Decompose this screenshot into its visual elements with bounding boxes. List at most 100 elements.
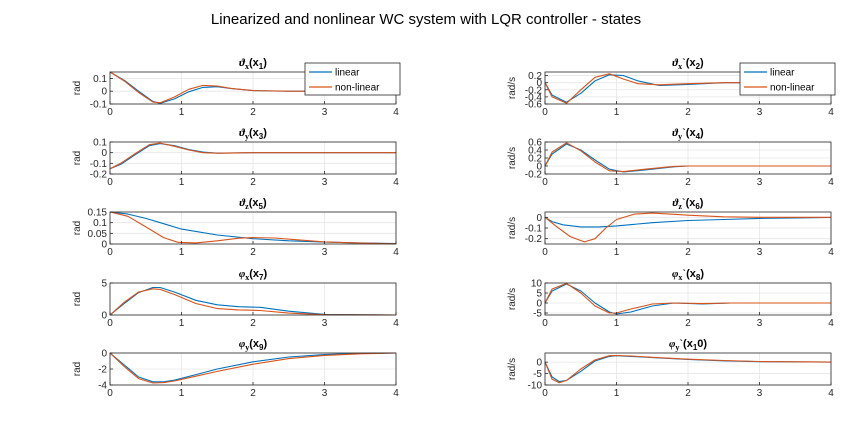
x-tick-label: 2 — [250, 247, 256, 258]
series-line-non-linear — [544, 142, 831, 173]
x-tick-label: 1 — [614, 107, 620, 118]
x-tick-label: 2 — [685, 388, 691, 399]
legend-box — [739, 62, 836, 96]
y-tick-label: 0 — [101, 240, 107, 251]
x-tick-label: 3 — [757, 247, 763, 258]
x-tick-label: 0 — [107, 318, 113, 329]
x-tick-label: 0 — [542, 177, 548, 188]
y-axis-label: rad — [72, 221, 83, 235]
y-tick-label: 0 — [101, 87, 107, 98]
x-tick-label: 0 — [107, 107, 113, 118]
x-tick-label: 2 — [250, 177, 256, 188]
y-axis-label: rad — [72, 81, 83, 95]
series-line-non-linear — [544, 212, 831, 243]
x-tick-label: 0 — [107, 247, 113, 258]
x-tick-label: 1 — [614, 177, 620, 188]
y-tick-label: 0.2 — [528, 71, 542, 82]
legend: linear non-linear — [739, 62, 836, 96]
x-tick-label: 4 — [393, 388, 399, 399]
y-tick-label: 5 — [101, 279, 107, 290]
y-tick-label: 0 — [101, 148, 107, 159]
y-tick-label: -2 — [98, 365, 107, 376]
x-tick-label: 3 — [757, 177, 763, 188]
y-tick-label: 0 — [536, 358, 542, 369]
y-tick-label: 10 — [531, 279, 543, 290]
subplot-title: φx`(x8) — [672, 268, 704, 282]
x-tick-label: 0 — [107, 388, 113, 399]
y-tick-label: 0 — [101, 311, 107, 322]
y-axis-label: rad/s — [507, 288, 518, 310]
x-tick-label: 2 — [685, 107, 691, 118]
x-tick-label: 0 — [542, 318, 548, 329]
y-tick-label: -5 — [533, 369, 542, 380]
y-axis-label: rad/s — [507, 77, 518, 99]
x-tick-label: 1 — [614, 247, 620, 258]
y-axis-label: rad/s — [507, 358, 518, 380]
y-axis-label: rad — [72, 151, 83, 165]
y-tick-label: 0.05 — [88, 229, 108, 240]
y-tick-label: -0.2 — [525, 170, 543, 181]
subplot-10: 0 1 2 3 4 -10-50 rad/s φy`(x10) — [507, 338, 834, 399]
y-tick-label: 5 — [536, 289, 542, 300]
x-tick-label: 1 — [614, 388, 620, 399]
y-tick-label: 0.4 — [528, 146, 542, 157]
x-tick-label: 0 — [542, 247, 548, 258]
y-tick-label: -4 — [98, 381, 107, 392]
subplot-2: 0 1 2 3 4-0.6-0.4-0.200.2rad/sϑx`(x2)linearn… — [507, 57, 836, 118]
x-tick-label: 4 — [828, 107, 834, 118]
x-tick-label: 1 — [179, 318, 185, 329]
x-tick-label: 4 — [828, 318, 834, 329]
x-tick-label: 0 — [542, 388, 548, 399]
x-tick-label: 4 — [828, 177, 834, 188]
x-tick-label: 2 — [250, 318, 256, 329]
y-tick-label: 0 — [536, 299, 542, 310]
legend-label-non-linear: non-linear — [770, 83, 815, 94]
subplot-title: ϑx(x1) — [239, 57, 267, 71]
y-tick-label: -0.4 — [525, 92, 543, 103]
x-tick-label: 4 — [393, 107, 399, 118]
x-tick-label: 0 — [542, 107, 548, 118]
x-tick-label: 3 — [322, 247, 328, 258]
y-tick-label: 0.6 — [528, 138, 542, 149]
x-tick-label: 1 — [179, 107, 185, 118]
series-line-non-linear — [544, 282, 831, 314]
figure-title: Linearized and nonlinear WC system with … — [211, 11, 641, 28]
y-axis-label: rad — [72, 362, 83, 376]
x-tick-label: 2 — [685, 318, 691, 329]
y-axis-label: rad — [72, 292, 83, 306]
y-tick-label: 0.2 — [528, 154, 542, 165]
series-line-linear — [544, 216, 832, 228]
series-line-non-linear — [109, 71, 396, 104]
x-tick-label: 3 — [757, 318, 763, 329]
x-tick-label: 2 — [685, 247, 691, 258]
legend: linear non-linear — [304, 62, 401, 96]
x-tick-label: 3 — [322, 177, 328, 188]
x-tick-label: 3 — [322, 318, 328, 329]
legend-label-linear: linear — [335, 68, 360, 79]
y-tick-label: 0.1 — [93, 138, 107, 149]
subplot-title: φy(x9) — [239, 338, 268, 352]
x-tick-label: 2 — [685, 177, 691, 188]
series-line-non-linear — [109, 211, 397, 245]
x-tick-label: 4 — [828, 247, 834, 258]
x-tick-label: 4 — [393, 247, 399, 258]
series-line-non-linear — [109, 288, 397, 316]
y-tick-label: -0.6 — [525, 100, 543, 111]
series-line-non-linear — [109, 352, 397, 384]
y-tick-label: -10 — [528, 381, 543, 392]
subplot-title: φy`(x10) — [669, 338, 707, 352]
y-tick-label: 0 — [536, 162, 542, 173]
x-tick-label: 4 — [393, 177, 399, 188]
x-tick-label: 1 — [614, 318, 620, 329]
subplot-title: φx(x7) — [239, 268, 268, 282]
y-tick-label: -0.1 — [90, 100, 108, 111]
x-tick-label: 2 — [250, 107, 256, 118]
legend-box — [304, 62, 401, 96]
y-tick-label: -0.2 — [525, 85, 543, 96]
y-tick-label: -0.1 — [90, 159, 108, 170]
